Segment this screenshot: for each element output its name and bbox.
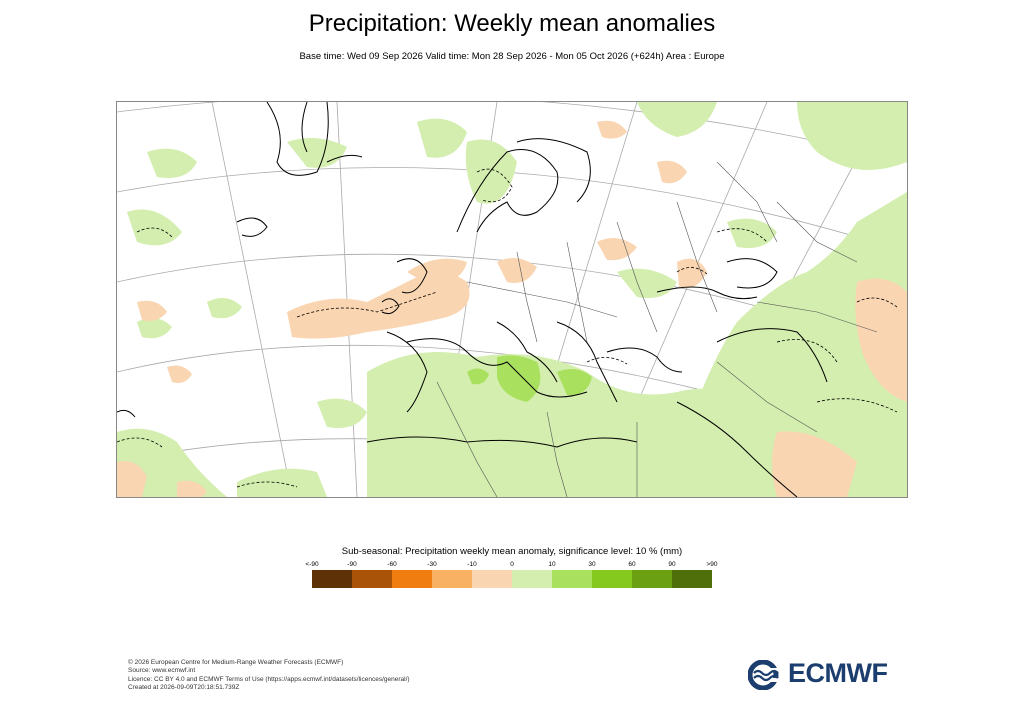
anomaly-map: [116, 101, 908, 498]
page-title: Precipitation: Weekly mean anomalies: [308, 10, 716, 37]
footer-copyright: © 2026 European Centre for Medium-Range …: [128, 659, 344, 666]
legend-tick: 0: [510, 561, 514, 568]
page-subtitle: Base time: Wed 09 Sep 2026 Valid time: M…: [299, 51, 725, 62]
legend-tick: -10: [467, 561, 477, 568]
legend-tick: 60: [628, 561, 636, 568]
legend-swatch: [552, 570, 592, 588]
legend-swatch: [672, 570, 712, 588]
wet-strong-anomaly-areas: [467, 355, 592, 402]
legend-title: Sub-seasonal: Precipitation weekly mean …: [341, 546, 683, 557]
legend-ticks: <-90 -90 -60 -30 -10 0 10 30 60 90 >90: [292, 561, 732, 571]
legend-tick: 30: [588, 561, 596, 568]
ecmwf-logo-text: ECMWF: [788, 658, 888, 688]
legend-swatch: [312, 570, 352, 588]
coastlines: [117, 102, 828, 497]
country-borders: [436, 161, 878, 497]
legend-tick: >90: [706, 561, 718, 568]
legend-tick: -30: [427, 561, 437, 568]
footer-licence: Licence: CC BY 4.0 and ECMWF Terms of Us…: [128, 675, 410, 683]
legend-swatch: [432, 570, 472, 588]
legend-swatch: [472, 570, 512, 588]
legend-tick: <-90: [305, 561, 319, 568]
legend-tick: 90: [668, 561, 676, 568]
footer-source: Source: www.ecmwf.int: [128, 667, 196, 675]
legend-swatch: [352, 570, 392, 588]
dry-anomaly-areas: [117, 120, 907, 497]
significance-contours: [117, 168, 898, 488]
ecmwf-logo-icon: [748, 660, 788, 690]
legend-swatch: [632, 570, 672, 588]
footer-credits: © 2026 European Centre for Medium-Range …: [128, 659, 410, 692]
legend-tick: -60: [387, 561, 397, 568]
legend-tick: 10: [548, 561, 556, 568]
map-canvas: [117, 102, 907, 497]
legend-swatch: [392, 570, 432, 588]
footer-created: Created at 2026-09-09T20:18:51.739Z: [128, 683, 240, 691]
legend-swatch: [592, 570, 632, 588]
legend-colorbar: [312, 570, 712, 588]
legend-swatch: [512, 570, 552, 588]
legend-tick: -90: [347, 561, 357, 568]
